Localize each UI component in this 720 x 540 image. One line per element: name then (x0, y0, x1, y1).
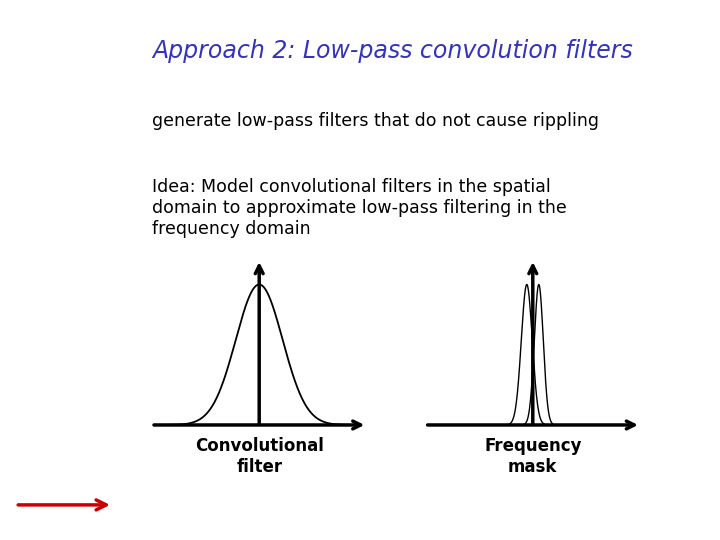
Text: Frequency
mask: Frequency mask (484, 437, 582, 476)
Text: Convolutional
filter: Convolutional filter (195, 437, 323, 476)
Text: generate low-pass filters that do not cause rippling: generate low-pass filters that do not ca… (152, 112, 599, 131)
Text: Idea: Model convolutional filters in the spatial
domain to approximate low-pass : Idea: Model convolutional filters in the… (152, 178, 567, 238)
Text: Computer: Computer (14, 61, 114, 79)
Text: Vision: Vision (34, 110, 94, 128)
Text: Approach 2: Low-pass convolution filters: Approach 2: Low-pass convolution filters (152, 39, 633, 63)
